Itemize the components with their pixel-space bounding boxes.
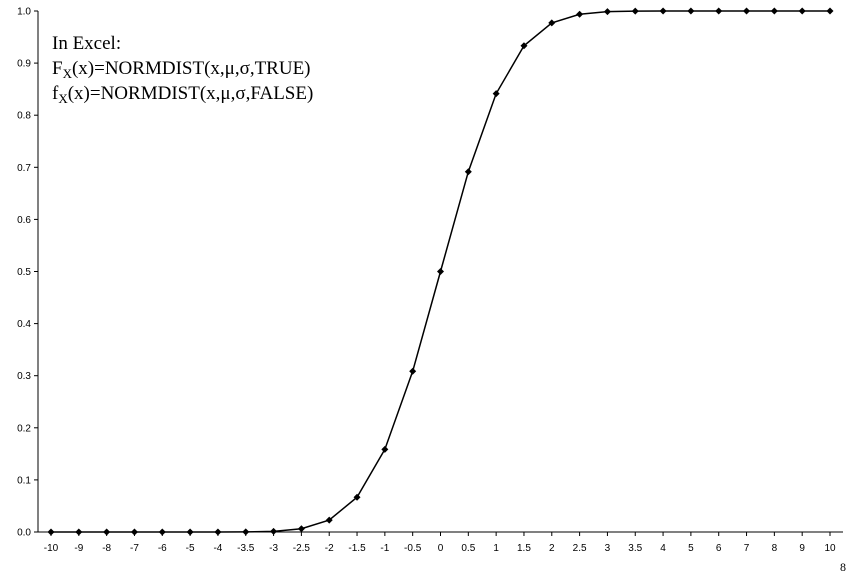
- x-tick-label: 6: [716, 543, 722, 554]
- y-tick-label: 0.8: [17, 111, 31, 122]
- annotation-line-3-formula: (x)=NORMDIST(x,μ,σ,FALSE): [67, 83, 314, 104]
- data-point-marker: [437, 268, 444, 275]
- x-tick-label: 5: [688, 543, 694, 554]
- data-point-marker: [325, 516, 333, 524]
- x-tick-label: -3.5: [237, 543, 255, 554]
- data-point-marker: [130, 528, 138, 536]
- data-point-marker: [75, 528, 83, 536]
- y-tick-label: 0.2: [17, 423, 31, 434]
- annotation: In Excel: FX(x)=NORMDIST(x,μ,σ,TRUE) fX(…: [52, 31, 313, 106]
- x-tick-label: -7: [130, 543, 139, 554]
- data-point-marker: [659, 7, 667, 15]
- x-tick-label: -0.5: [404, 543, 422, 554]
- annotation-line-1-text: In Excel:: [52, 33, 122, 54]
- annotation-line-2-formula: (x)=NORMDIST(x,μ,σ,TRUE): [71, 58, 311, 79]
- x-tick-label: 2: [549, 543, 555, 554]
- y-tick-label: 0.9: [17, 59, 31, 70]
- x-tick-label: 0.5: [461, 543, 475, 554]
- data-point-marker: [603, 8, 611, 16]
- x-tick-label: -9: [74, 543, 83, 554]
- x-tick-label: -2: [325, 543, 334, 554]
- data-point-marker: [826, 7, 834, 15]
- y-tick-label: 0.5: [17, 267, 31, 278]
- x-tick-label: -1: [380, 543, 389, 554]
- x-tick-label: 3.5: [628, 543, 642, 554]
- x-tick-label: -2.5: [293, 543, 311, 554]
- data-point-marker: [715, 7, 723, 15]
- data-point-marker: [242, 528, 250, 536]
- x-tick-label: -8: [102, 543, 111, 554]
- data-point-marker: [214, 528, 222, 536]
- annotation-line-3-prefix: f: [52, 83, 59, 104]
- data-point-marker: [353, 493, 361, 501]
- data-point-marker: [548, 19, 556, 27]
- y-tick-label: 1.0: [17, 7, 31, 18]
- data-point-marker: [381, 445, 389, 453]
- data-point-marker: [47, 528, 55, 536]
- x-tick-label: 2.5: [573, 543, 587, 554]
- data-point-marker: [158, 528, 166, 536]
- data-point-marker: [770, 7, 778, 15]
- x-tick-label: 10: [824, 543, 836, 554]
- x-tick-label: 8: [772, 543, 778, 554]
- annotation-line-2-prefix: F: [52, 58, 63, 79]
- y-tick-label: 0.4: [17, 319, 31, 330]
- data-point-marker: [297, 525, 305, 533]
- data-point-marker: [743, 7, 751, 15]
- y-tick-label: 0.6: [17, 215, 31, 226]
- y-tick-label: 0.7: [17, 163, 31, 174]
- y-tick-label: 0.0: [17, 528, 31, 539]
- x-tick-label: -10: [44, 543, 59, 554]
- data-point-marker: [576, 10, 584, 18]
- data-point-marker: [270, 527, 278, 535]
- page-number: 8: [840, 560, 846, 574]
- data-point-marker: [631, 7, 639, 15]
- x-tick-label: 1: [493, 543, 499, 554]
- annotation-line-2: FX(x)=NORMDIST(x,μ,σ,TRUE): [52, 56, 313, 81]
- data-point-marker: [520, 42, 528, 50]
- x-tick-label: -5: [186, 543, 195, 554]
- ticks: 0.00.10.20.30.40.50.60.70.80.91.0-10 -9 -8…: [17, 7, 836, 555]
- y-tick-label: 0.1: [17, 475, 31, 486]
- x-tick-label: 1.5: [517, 543, 531, 554]
- y-tick-label: 0.3: [17, 371, 31, 382]
- x-tick-label: -1.5: [348, 543, 366, 554]
- annotation-line-1: In Excel:: [52, 31, 313, 56]
- data-point-marker: [687, 7, 695, 15]
- data-point-marker: [464, 168, 472, 176]
- data-point-marker: [103, 528, 111, 536]
- x-tick-label: -4: [213, 543, 222, 554]
- annotation-line-3: fX(x)=NORMDIST(x,μ,σ,FALSE): [52, 81, 313, 106]
- series: [47, 7, 834, 536]
- x-tick-label: 9: [799, 543, 805, 554]
- x-tick-label: 7: [744, 543, 750, 554]
- x-tick-label: -6: [158, 543, 167, 554]
- data-point-marker: [798, 7, 806, 15]
- data-point-marker: [409, 367, 417, 375]
- data-point-marker: [492, 90, 500, 98]
- annotation-line-3-subscript: X: [58, 91, 68, 106]
- x-tick-label: 0: [438, 543, 444, 554]
- x-tick-label: -3: [269, 543, 278, 554]
- data-point-marker: [186, 528, 194, 536]
- annotation-line-2-subscript: X: [62, 66, 72, 81]
- x-tick-label: 3: [605, 543, 611, 554]
- x-tick-label: 4: [660, 543, 666, 554]
